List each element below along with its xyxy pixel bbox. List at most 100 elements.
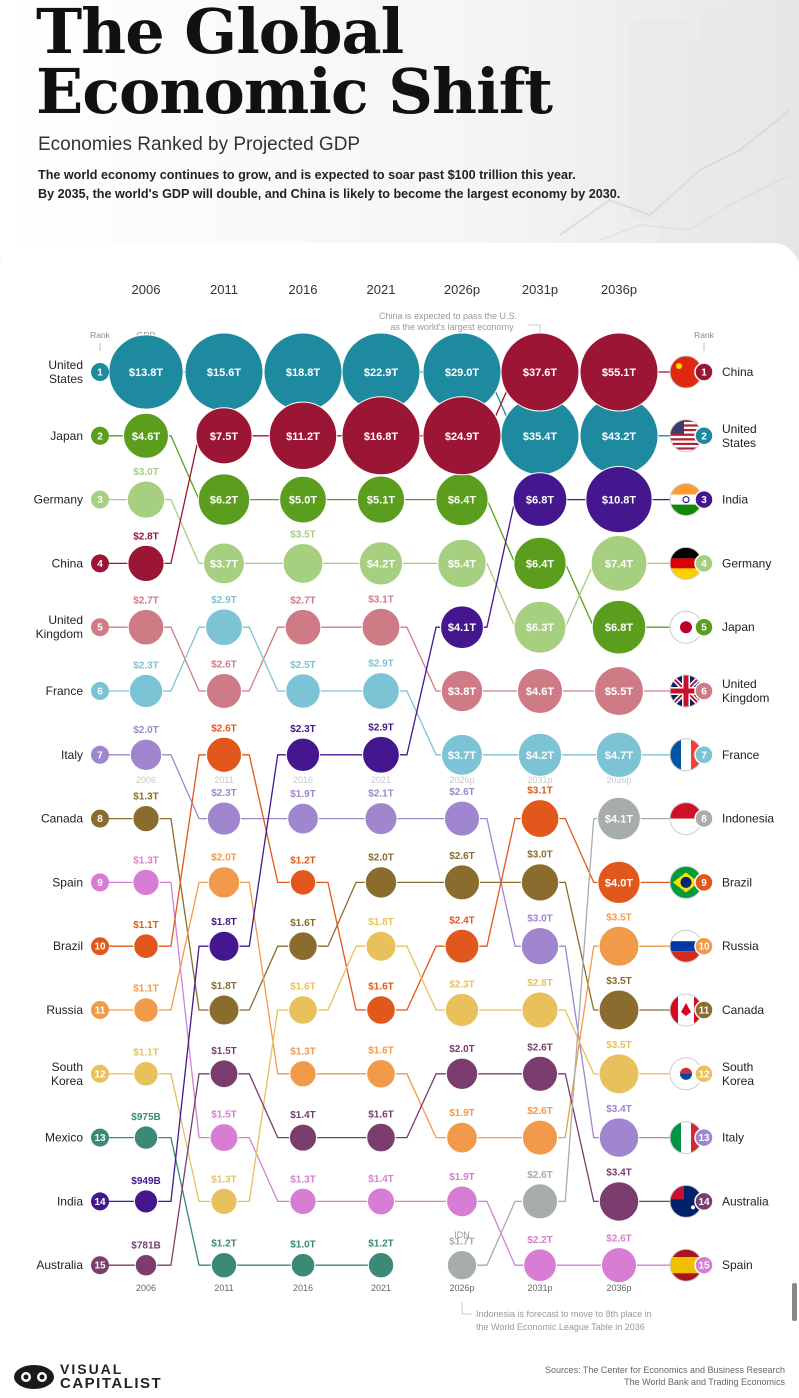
flag-stripe	[670, 1273, 702, 1282]
value-label-france-2006: $2.3T	[133, 660, 159, 671]
flag-wheel	[682, 496, 690, 504]
point-united-kingdom-2011	[205, 672, 243, 710]
left-rank-number-japan: 2	[97, 431, 103, 442]
value-label-south-korea-2021: $1.8T	[368, 917, 394, 928]
value-label-spain-2036p: $2.6T	[606, 1234, 632, 1245]
value-label-india-2021: $2.9T	[368, 722, 394, 733]
logo-text-capitalist: CAPITALIST	[60, 1375, 163, 1392]
right-rank-number-germany: 4	[701, 559, 707, 570]
point-mexico-2011	[210, 1251, 238, 1279]
point-germany-2036p	[590, 535, 648, 592]
value-label-united-states-2036p: $43.2T	[602, 431, 637, 443]
left-country-name-russia: Russia	[46, 1003, 83, 1017]
value-label-japan-2016: $5.0T	[289, 495, 317, 507]
point-south-korea-2016	[288, 995, 318, 1025]
right-country-name-japan: Japan	[722, 620, 755, 634]
point-australia-2036p	[598, 1181, 640, 1222]
flag-stripe	[670, 433, 702, 436]
point-indonesia-2036p	[597, 796, 641, 841]
point-france-2011	[205, 608, 243, 647]
left-rank-badge-south-korea	[91, 1064, 109, 1083]
value-label-brazil-2011: $2.6T	[211, 723, 237, 734]
point-brazil-2036p	[597, 860, 641, 905]
point-mexico-2016	[290, 1252, 316, 1278]
value-label-united-states-2031p: $35.4T	[523, 431, 558, 443]
point-japan-2031p	[513, 536, 567, 590]
point-spain-2021	[366, 1187, 396, 1216]
flag-taeguk-blue	[680, 1073, 692, 1080]
logo-text-visual: VISUAL	[60, 1361, 124, 1377]
axis-year-2011: 2011	[214, 1283, 233, 1293]
flag-stripe	[670, 426, 702, 429]
left-rank-badge-japan	[91, 426, 109, 445]
point-italy-2026p	[443, 800, 481, 837]
point-india-2026p	[440, 605, 484, 650]
point-russia-2016	[289, 1060, 317, 1088]
left-rank-badge-united-states	[91, 363, 109, 381]
value-label-japan-2021: $5.1T	[367, 495, 395, 507]
annotation-china-line-1: China is expected to pass the U.S.	[379, 311, 517, 321]
value-label-spain-2021: $1.4T	[368, 1174, 394, 1185]
left-rank-number-australia: 15	[94, 1261, 106, 1272]
point-indonesia-2026p	[446, 1250, 478, 1281]
year-header-2031p: 2031p	[522, 282, 558, 297]
left-rank-badge-united-kingdom	[91, 618, 109, 637]
value-label-germany-2016: $3.5T	[290, 529, 316, 540]
flag-stripe	[670, 1257, 702, 1274]
value-label-italy-2016: $1.9T	[290, 789, 316, 800]
flag-body	[670, 1249, 702, 1282]
left-rank-number-india: 14	[94, 1197, 106, 1208]
axis-year-2006: 2006	[136, 775, 156, 785]
flag-stripe	[670, 442, 702, 446]
point-mexico-2021	[367, 1251, 395, 1279]
value-label-canada-2006: $1.3T	[133, 791, 159, 802]
left-rank-number-russia: 11	[95, 1006, 106, 1017]
point-france-2016	[285, 673, 321, 709]
left-rank-badge-spain	[91, 873, 109, 892]
flag-stripe	[670, 818, 702, 835]
point-south-korea-2036p	[598, 1053, 640, 1095]
flag-body	[670, 866, 702, 899]
point-spain-2036p	[600, 1247, 638, 1284]
value-label-italy-2031p: $3.0T	[527, 914, 553, 925]
point-japan-2021	[356, 475, 406, 524]
value-label-united-kingdom-2016: $2.7T	[290, 595, 316, 606]
value-label-china-2016: $11.2T	[286, 431, 320, 443]
left-rank-badge-australia	[91, 1256, 109, 1275]
right-country-name-india: India	[722, 493, 748, 507]
value-label-russia-2011: $2.0T	[211, 853, 237, 864]
value-label-united-kingdom-2036p: $5.5T	[605, 686, 633, 698]
left-country-name-brazil: Brazil	[53, 939, 83, 953]
value-label-germany-2036p: $7.4T	[605, 558, 633, 570]
subtitle: Economies Ranked by Projected GDP	[38, 134, 361, 155]
right-country-name-brazil: Brazil	[722, 875, 752, 889]
annotation-indonesia-line-2: the World Economic League Table in 2036	[476, 1322, 645, 1332]
scrollbar[interactable]	[792, 1283, 797, 1321]
value-label-france-2031p: $4.2T	[526, 750, 554, 762]
right-rank-badge-united-kingdom	[694, 681, 714, 701]
point-mexico-2006	[133, 1125, 159, 1150]
left-country-name-united-kingdom-line-1: United	[48, 613, 83, 627]
point-spain-2031p	[523, 1248, 557, 1283]
point-italy-2011	[206, 801, 242, 836]
right-country-name-indonesia: Indonesia	[722, 812, 774, 826]
point-south-korea-2006	[133, 1061, 159, 1087]
value-label-japan-2036p: $6.8T	[605, 622, 633, 634]
annotation-china-line-2: as the world's largest economy	[390, 322, 514, 332]
point-china-2026p	[422, 396, 502, 476]
value-label-mexico-2011: $1.2T	[211, 1238, 237, 1249]
flag-star	[691, 1205, 695, 1210]
annotation-indonesia-line-1: Indonesia is forecast to move to 8th pla…	[476, 1309, 652, 1319]
point-russia-2026p	[446, 1121, 478, 1154]
right-rank-badge-japan	[694, 617, 714, 637]
year-header-2006: 2006	[132, 282, 161, 297]
value-label-united-kingdom-2026p: $3.8T	[448, 686, 476, 698]
left-country-name-japan: Japan	[50, 429, 83, 443]
logo-mark-icon	[14, 1365, 54, 1389]
flag-body	[670, 547, 702, 580]
axis-year-2011: 2011	[214, 775, 233, 785]
left-country-name-france: France	[46, 684, 84, 698]
left-rank-badge-russia	[91, 1001, 109, 1019]
right-rank-number-italy: 13	[698, 1133, 710, 1144]
